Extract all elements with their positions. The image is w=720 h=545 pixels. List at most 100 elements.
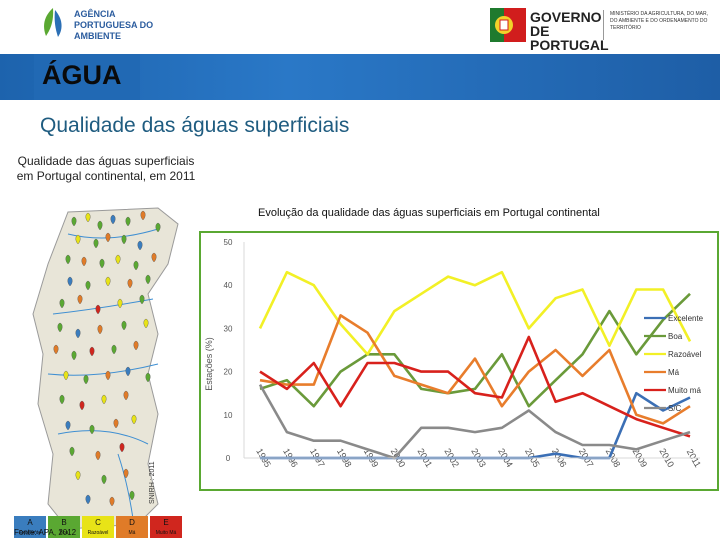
station-marker xyxy=(113,418,119,429)
station-marker xyxy=(105,232,111,243)
chart-title: Evolução da qualidade das águas superfic… xyxy=(258,207,600,219)
map-legend-swatch xyxy=(150,516,182,538)
y-tick-label: 50 xyxy=(224,238,233,247)
station-marker xyxy=(63,370,69,381)
map-legend-code: A xyxy=(27,518,33,527)
station-marker xyxy=(127,278,133,289)
map-legend-label: Excelente xyxy=(19,530,41,536)
map-legend-code: E xyxy=(163,518,168,527)
header-divider xyxy=(603,10,604,40)
station-marker xyxy=(97,220,103,231)
station-marker xyxy=(81,256,87,267)
station-marker xyxy=(140,210,146,221)
portugal-quality-map: SNIRH : 2011 A Excelente B Boa C Razoável D Má E… xyxy=(8,204,188,540)
station-marker xyxy=(77,294,83,305)
station-marker xyxy=(117,298,123,309)
station-marker xyxy=(99,258,105,269)
station-marker xyxy=(83,374,89,385)
station-marker xyxy=(155,222,161,233)
portugal-emblem-icon xyxy=(490,8,526,42)
ministry-name: MINISTÉRIO DA AGRICULTURA, DO MAR, DO AM… xyxy=(610,11,708,31)
legend-label: Razoável xyxy=(668,350,702,359)
station-marker xyxy=(145,372,151,383)
station-marker xyxy=(65,420,71,431)
y-tick-label: 40 xyxy=(224,281,233,290)
series-line-razovel xyxy=(258,270,692,356)
legend-label: S/C xyxy=(668,404,682,413)
station-marker xyxy=(75,328,81,339)
station-marker xyxy=(123,468,129,479)
station-marker xyxy=(85,494,91,505)
station-marker xyxy=(75,234,81,245)
map-caption: Qualidade das águas superficiais em Port… xyxy=(16,154,196,183)
station-marker xyxy=(123,390,129,401)
map-legend-label: Boa xyxy=(60,530,69,536)
series-line-muito-m xyxy=(259,335,691,438)
station-marker xyxy=(145,274,151,285)
station-marker xyxy=(139,294,145,305)
station-marker xyxy=(121,320,127,331)
legend-label: Excelente xyxy=(668,314,704,323)
map-legend-swatch xyxy=(82,516,114,538)
banner-title: ÁGUA xyxy=(42,60,122,90)
station-marker xyxy=(65,254,71,265)
station-marker xyxy=(129,490,135,501)
banner-accent xyxy=(34,54,140,100)
header: AGÊNCIA PORTUGUESA DO AMBIENTE GOVERNO D… xyxy=(0,0,720,52)
map-svg: SNIRH : 2011 A Excelente B Boa C Razoável D Má E… xyxy=(14,207,182,538)
station-marker xyxy=(105,276,111,287)
station-marker xyxy=(133,260,139,271)
apa-name: AGÊNCIA PORTUGUESA DO AMBIENTE xyxy=(74,9,154,41)
station-marker xyxy=(95,304,101,315)
map-legend-code: B xyxy=(61,518,66,527)
apa-logo-icon xyxy=(44,8,62,37)
map-legend-code: C xyxy=(95,518,101,527)
station-marker xyxy=(97,324,103,335)
y-axis-title: Estações (%) xyxy=(204,337,214,391)
station-marker xyxy=(93,238,99,249)
map-side-label: SNIRH : 2011 xyxy=(149,461,156,504)
portugal-outline xyxy=(32,207,179,530)
station-marker xyxy=(110,214,116,225)
station-marker xyxy=(101,394,107,405)
map-legend-label: Má xyxy=(129,530,136,536)
station-marker xyxy=(67,276,73,287)
station-marker xyxy=(71,350,77,361)
station-marker xyxy=(89,424,95,435)
section-title: Qualidade das águas superficiais xyxy=(40,114,350,137)
station-marker xyxy=(125,366,131,377)
station-marker xyxy=(85,280,91,291)
map-legend-code: D xyxy=(129,518,135,527)
map-legend-label: Razoável xyxy=(88,530,109,536)
gov-name: GOVERNO DE PORTUGAL xyxy=(530,9,609,53)
station-marker xyxy=(53,344,59,355)
legend-label: Má xyxy=(668,368,680,377)
map-legend-swatch xyxy=(48,516,80,538)
station-marker xyxy=(57,322,63,333)
map-source: Fonte: APA, 2012 xyxy=(14,528,77,537)
station-marker xyxy=(151,252,157,263)
series-line-m xyxy=(259,314,691,425)
station-marker xyxy=(89,346,95,357)
station-marker xyxy=(75,470,81,481)
station-marker xyxy=(115,254,121,265)
map-station-markers xyxy=(53,210,161,507)
station-marker xyxy=(137,240,143,251)
station-marker xyxy=(131,414,137,425)
station-marker xyxy=(105,370,111,381)
y-tick-label: 0 xyxy=(226,454,231,463)
map-legend-swatch xyxy=(116,516,148,538)
station-marker xyxy=(111,344,117,355)
station-marker xyxy=(71,216,77,227)
legend-label: Muito má xyxy=(668,386,701,395)
station-marker xyxy=(85,212,91,223)
station-marker xyxy=(101,474,107,485)
map-legend-swatch xyxy=(14,516,46,538)
map-legend: A Excelente B Boa C Razoável D Má E Muito Má xyxy=(14,516,182,538)
station-marker xyxy=(119,442,125,453)
station-marker xyxy=(143,318,149,329)
station-marker xyxy=(59,394,65,405)
station-marker xyxy=(59,298,65,309)
station-marker xyxy=(121,234,127,245)
